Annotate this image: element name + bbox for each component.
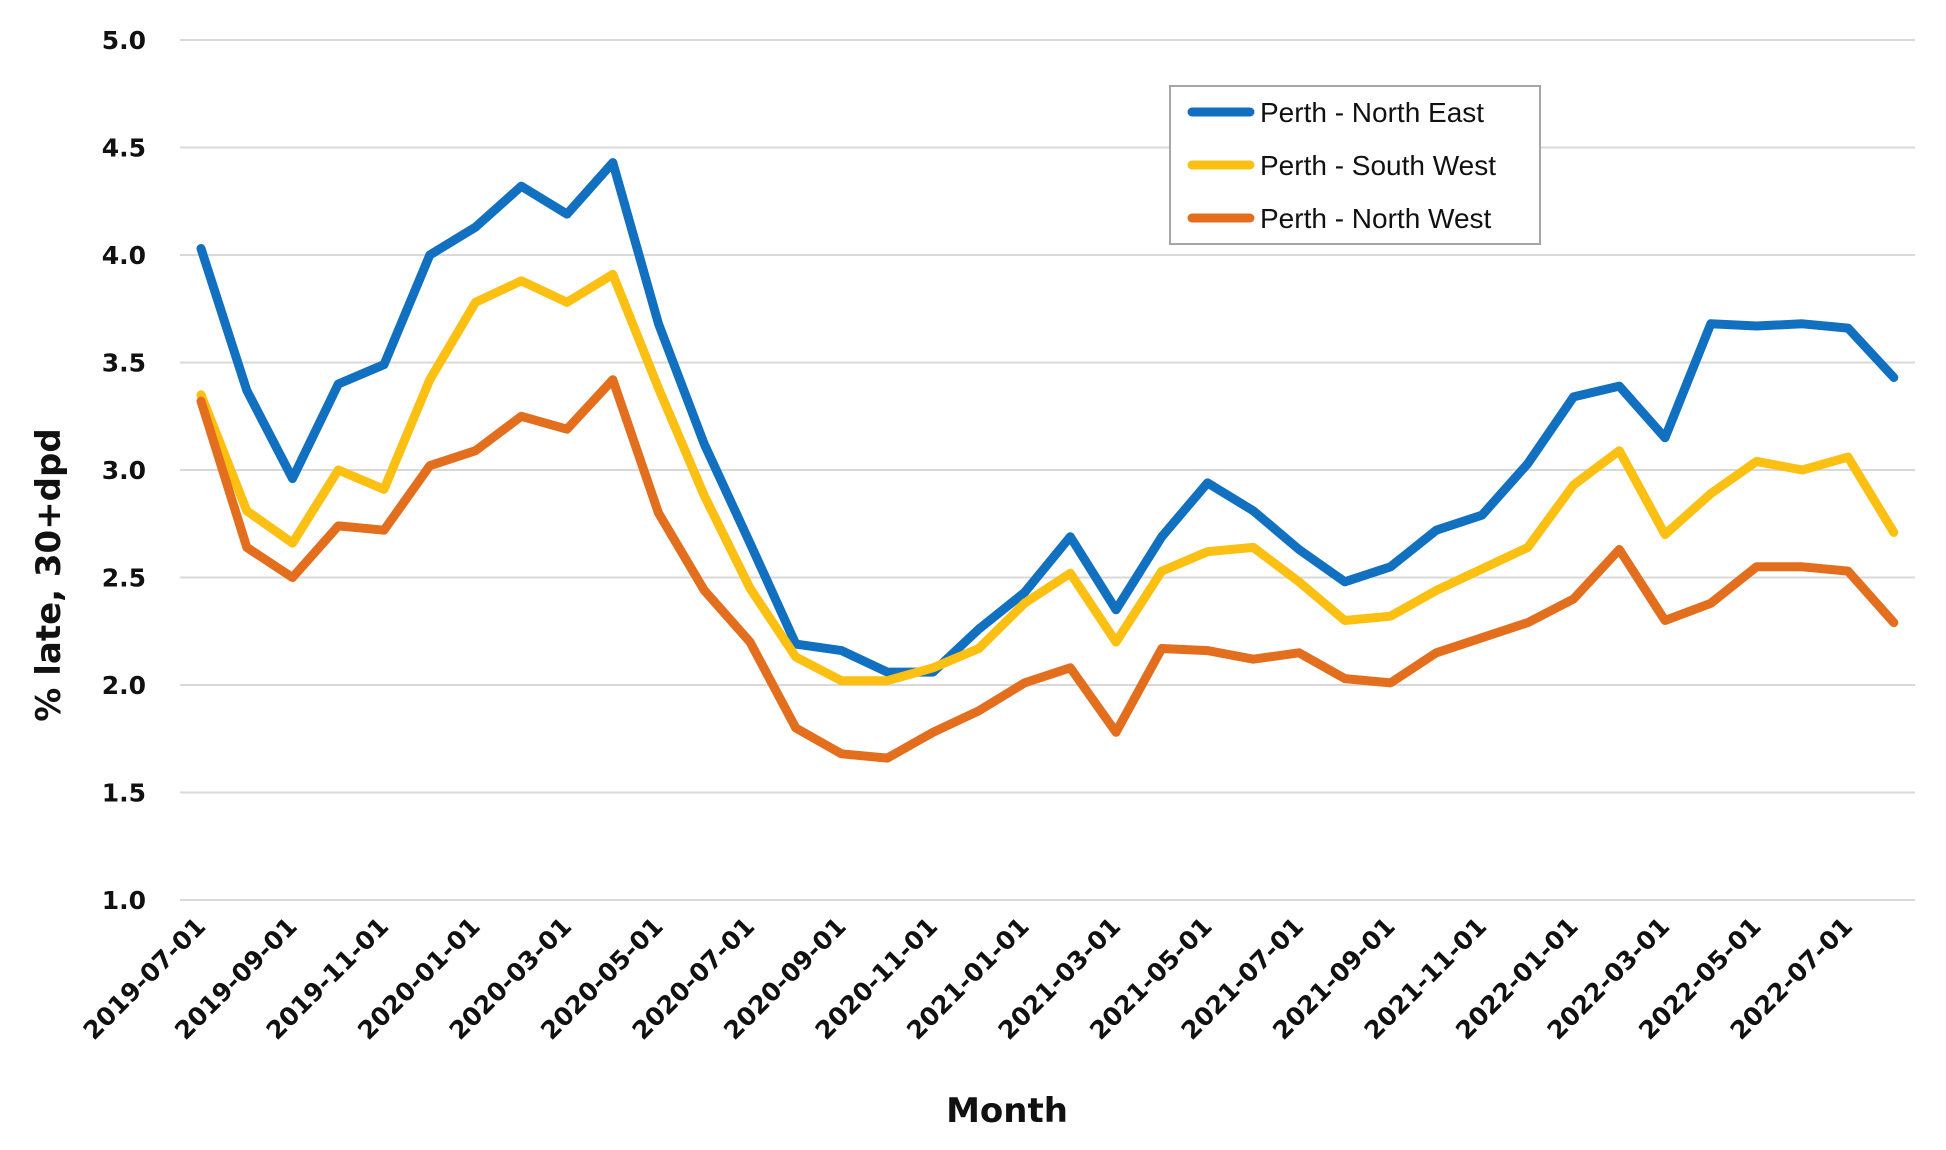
series-lines	[196, 158, 1899, 763]
series-line-3	[196, 375, 1899, 763]
y-axis-ticks: 1.0 1.5 2.0 2.5 3.0 3.5 4.0 4.5 5.0	[102, 26, 146, 915]
y-tick-label: 3.0	[102, 456, 146, 485]
x-axis-ticks: 2019-07-012019-09-012019-11-012020-01-01…	[78, 912, 1859, 1046]
y-tick-label: 2.5	[102, 564, 146, 593]
y-tick-label: 4.5	[102, 134, 146, 163]
y-tick-label: 5.0	[102, 26, 146, 55]
y-tick-label: 4.0	[102, 241, 146, 270]
y-tick-label: 1.5	[102, 779, 146, 808]
legend-label: Perth - North East	[1260, 97, 1484, 128]
y-tick-label: 2.0	[102, 671, 146, 700]
legend-label: Perth - North West	[1260, 203, 1492, 234]
x-axis-title: Month	[946, 1091, 1068, 1131]
y-tick-label: 3.5	[102, 349, 146, 378]
series-line-2	[196, 269, 1899, 686]
y-axis-title: % late, 30+dpd	[29, 428, 69, 721]
series-line-1	[196, 158, 1899, 677]
y-tick-label: 1.0	[102, 886, 146, 915]
legend-label: Perth - South West	[1260, 150, 1496, 181]
gridlines	[180, 39, 1915, 901]
legend: Perth - North East Perth - South West Pert…	[1169, 85, 1541, 245]
